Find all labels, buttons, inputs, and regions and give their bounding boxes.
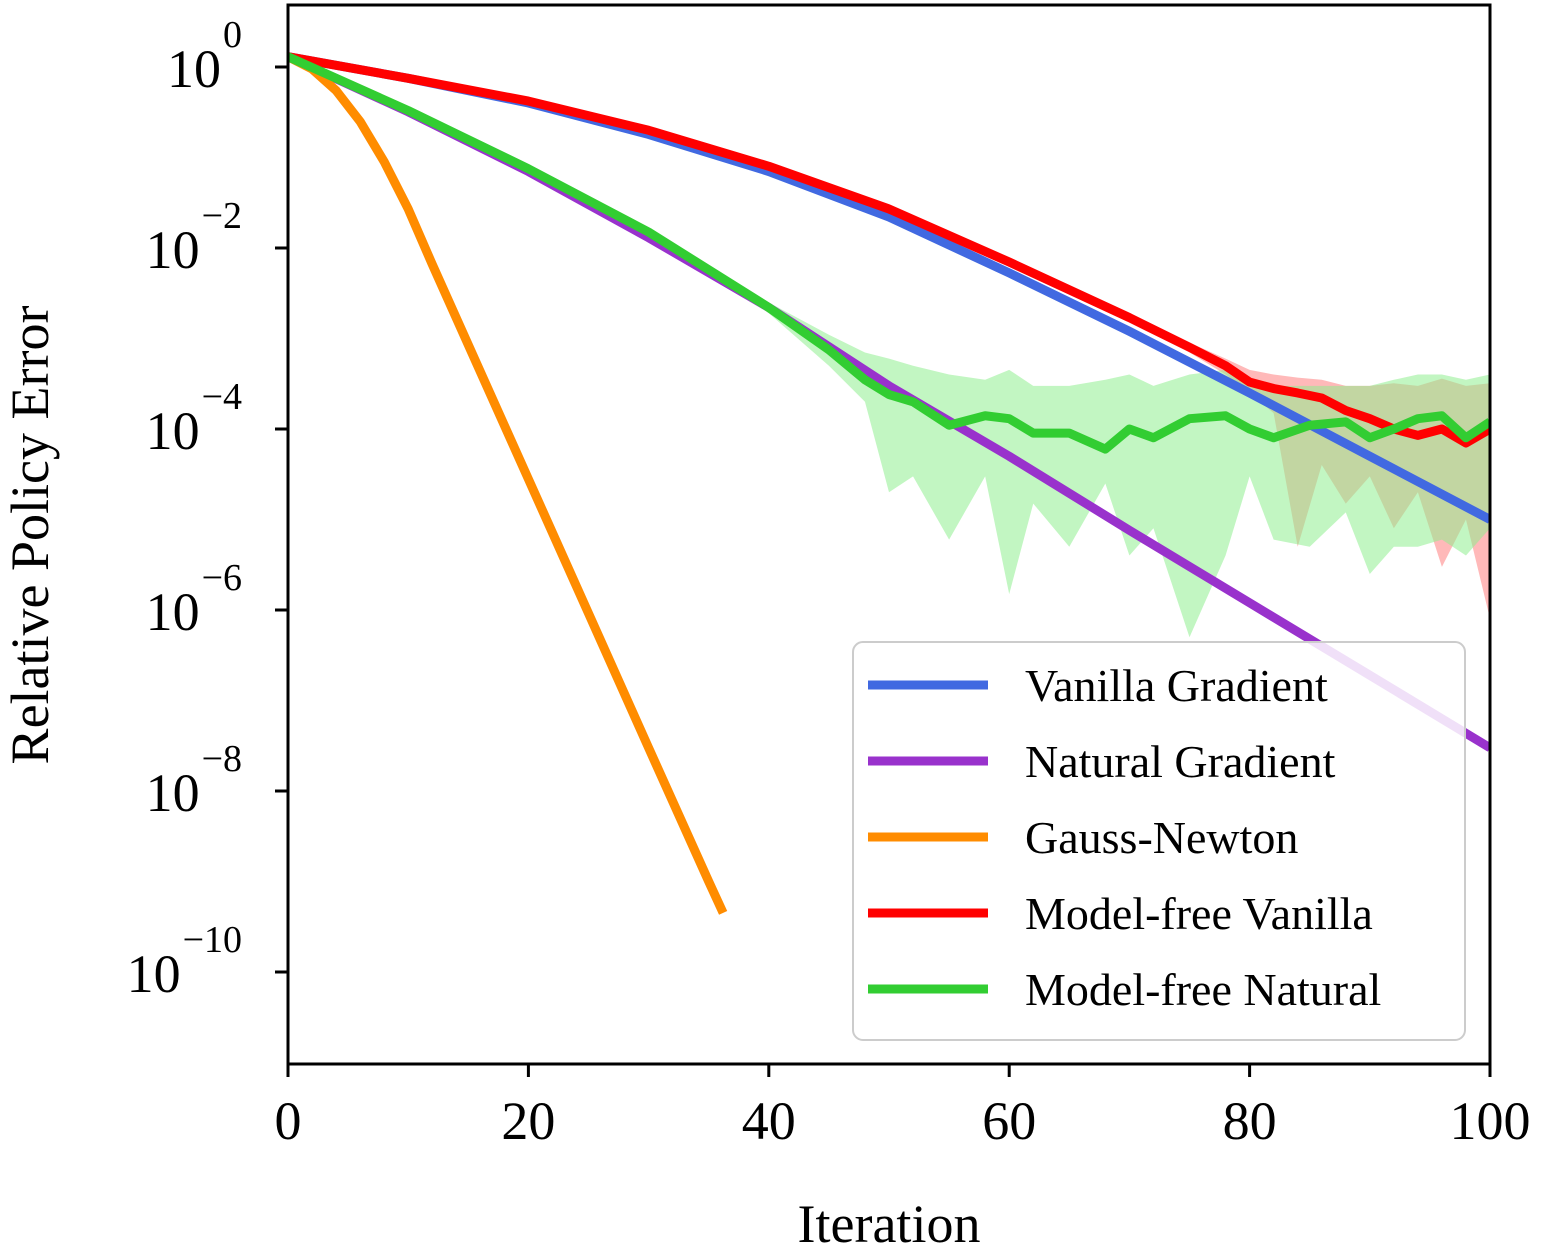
y-tick-base: 10: [127, 944, 181, 1004]
legend-label: Model-free Natural: [1025, 964, 1381, 1015]
legend-item: Natural Gradient: [868, 736, 1336, 787]
x-tick-label: 80: [1223, 1091, 1277, 1151]
series-line-model-free-vanilla: [288, 52, 1490, 448]
y-tick-base: 10: [146, 401, 200, 461]
plot-frame: [286, 3, 1492, 1066]
legend-item: Gauss-Newton: [868, 812, 1298, 863]
y-tick-exponent: −10: [183, 919, 242, 961]
legend-item: Model-free Vanilla: [868, 888, 1373, 939]
y-tick-label: 010: [167, 14, 242, 99]
legend-label: Natural Gradient: [1025, 736, 1336, 787]
legend-label: Model-free Vanilla: [1025, 888, 1373, 939]
y-axis-label: Relative Policy Error: [0, 306, 60, 765]
x-axis: 0 20 40 60 80 100: [275, 1064, 1531, 1151]
y-tick-base: 10: [167, 39, 221, 99]
y-tick-base: 10: [146, 582, 200, 642]
x-tick-label: 100: [1450, 1091, 1531, 1151]
legend-item: Vanilla Gradient: [868, 660, 1328, 711]
series-line-model-free-natural: [288, 52, 1490, 454]
x-tick-label: 60: [982, 1091, 1036, 1151]
x-axis-label: Iteration: [798, 1194, 981, 1252]
y-tick-exponent: −8: [202, 738, 242, 780]
y-tick-label: −610: [146, 557, 242, 642]
series-lines: [288, 52, 1490, 915]
y-tick-base: 10: [146, 763, 200, 823]
y-tick-label: −210: [146, 195, 242, 280]
y-tick-exponent: −2: [202, 195, 242, 237]
legend-box: [852, 641, 1466, 1041]
x-tick-label: 0: [275, 1091, 302, 1151]
legend-label: Vanilla Gradient: [1025, 660, 1328, 711]
y-tick-exponent: 0: [223, 14, 242, 56]
legend-item: Model-free Natural: [868, 964, 1381, 1015]
y-tick-label: −810: [146, 738, 242, 823]
legend-label: Gauss-Newton: [1025, 812, 1298, 863]
series-line-gauss-newton: [288, 52, 728, 915]
y-tick-exponent: −6: [202, 557, 242, 599]
legend: Vanilla Gradient Natural Gradient Gauss-Ne…: [852, 641, 1466, 1041]
x-tick-label: 40: [742, 1091, 796, 1151]
y-tick-base: 10: [146, 220, 200, 280]
y-tick-exponent: −4: [202, 376, 242, 418]
y-tick-label: −410: [146, 376, 242, 461]
x-tick-label: 20: [501, 1091, 555, 1151]
